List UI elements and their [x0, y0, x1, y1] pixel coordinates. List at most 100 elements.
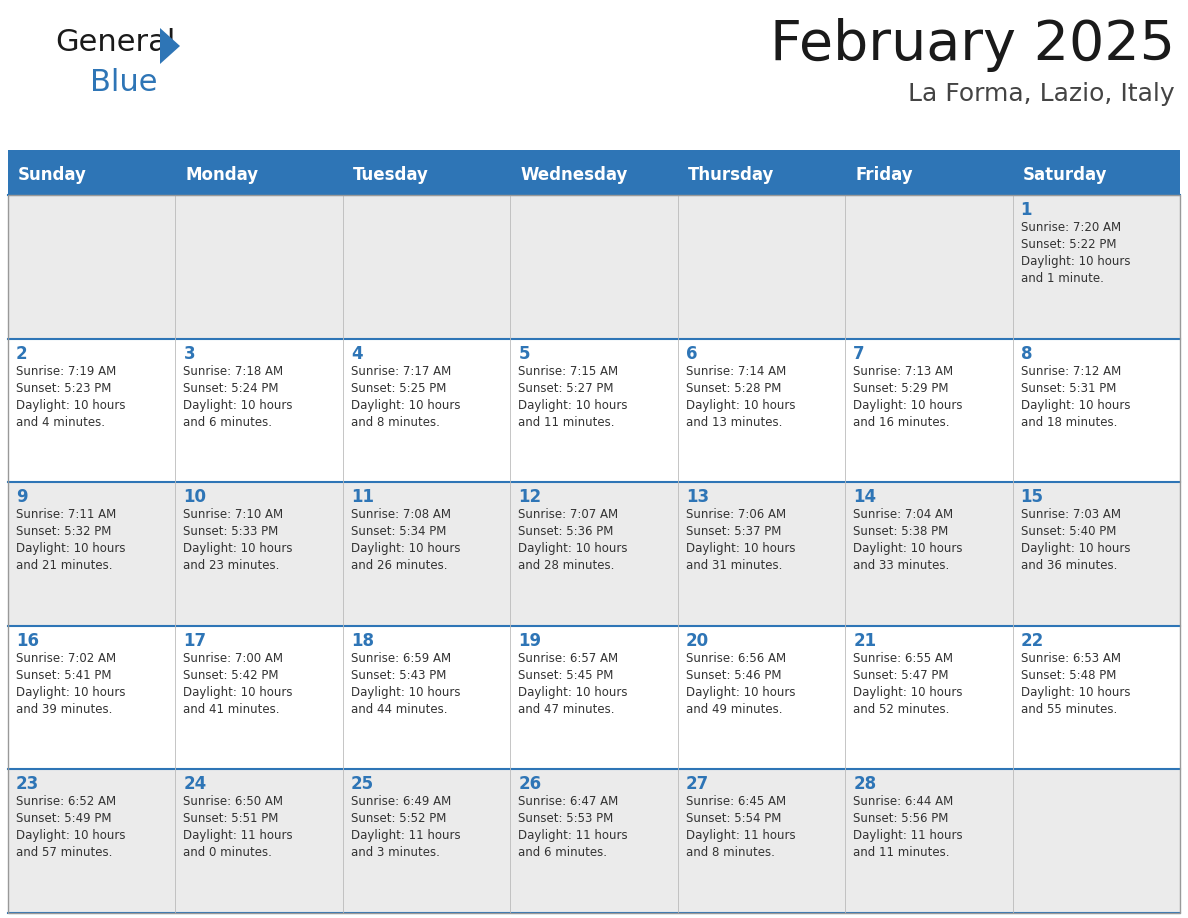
Bar [511, 195, 677, 339]
Bar [176, 769, 343, 913]
Bar [845, 626, 1012, 769]
Text: 19: 19 [518, 632, 542, 650]
Text: 18: 18 [350, 632, 374, 650]
Text: Sunset: 5:53 PM: Sunset: 5:53 PM [518, 812, 613, 825]
Text: Sunset: 5:49 PM: Sunset: 5:49 PM [15, 812, 112, 825]
Text: 3: 3 [183, 344, 195, 363]
Bar [8, 195, 176, 339]
Text: Sunset: 5:52 PM: Sunset: 5:52 PM [350, 812, 447, 825]
Text: Daylight: 10 hours: Daylight: 10 hours [518, 543, 627, 555]
Text: 12: 12 [518, 488, 542, 506]
Text: 24: 24 [183, 776, 207, 793]
Text: Sunset: 5:45 PM: Sunset: 5:45 PM [518, 669, 614, 682]
Text: Daylight: 10 hours: Daylight: 10 hours [853, 543, 962, 555]
Text: Tuesday: Tuesday [353, 166, 429, 184]
Text: 13: 13 [685, 488, 709, 506]
Text: Sunrise: 6:50 AM: Sunrise: 6:50 AM [183, 795, 284, 809]
Text: Daylight: 10 hours: Daylight: 10 hours [183, 686, 293, 699]
Text: Thursday: Thursday [688, 166, 775, 184]
Bar [8, 769, 176, 913]
Text: Sunset: 5:38 PM: Sunset: 5:38 PM [853, 525, 948, 538]
Text: Daylight: 10 hours: Daylight: 10 hours [853, 398, 962, 411]
Text: Monday: Monday [185, 166, 259, 184]
Text: Sunrise: 7:12 AM: Sunrise: 7:12 AM [1020, 364, 1120, 377]
Text: Daylight: 10 hours: Daylight: 10 hours [853, 686, 962, 699]
Text: and 11 minutes.: and 11 minutes. [518, 416, 614, 429]
Text: Sunset: 5:34 PM: Sunset: 5:34 PM [350, 525, 447, 538]
Text: Sunrise: 7:03 AM: Sunrise: 7:03 AM [1020, 509, 1120, 521]
Bar [511, 339, 677, 482]
Text: Daylight: 10 hours: Daylight: 10 hours [1020, 686, 1130, 699]
Text: and 47 minutes.: and 47 minutes. [518, 703, 614, 716]
Text: Sunset: 5:31 PM: Sunset: 5:31 PM [1020, 382, 1116, 395]
Bar [8, 482, 176, 626]
Text: Daylight: 10 hours: Daylight: 10 hours [350, 543, 461, 555]
Bar [343, 769, 511, 913]
Text: Sunset: 5:46 PM: Sunset: 5:46 PM [685, 669, 782, 682]
Bar [677, 339, 845, 482]
Bar [1012, 339, 1180, 482]
Bar [8, 339, 176, 482]
Text: 1: 1 [1020, 201, 1032, 219]
Text: and 23 minutes.: and 23 minutes. [183, 559, 280, 572]
Text: Sunset: 5:24 PM: Sunset: 5:24 PM [183, 382, 279, 395]
Text: and 55 minutes.: and 55 minutes. [1020, 703, 1117, 716]
Bar [176, 482, 343, 626]
Text: Daylight: 10 hours: Daylight: 10 hours [350, 398, 461, 411]
Bar [1012, 626, 1180, 769]
Bar [511, 769, 677, 913]
Text: and 57 minutes.: and 57 minutes. [15, 846, 113, 859]
Bar [176, 339, 343, 482]
Bar [176, 195, 343, 339]
Text: Sunrise: 7:02 AM: Sunrise: 7:02 AM [15, 652, 116, 665]
Text: and 49 minutes.: and 49 minutes. [685, 703, 782, 716]
Text: Sunrise: 7:17 AM: Sunrise: 7:17 AM [350, 364, 451, 377]
Text: and 8 minutes.: and 8 minutes. [350, 416, 440, 429]
Text: and 36 minutes.: and 36 minutes. [1020, 559, 1117, 572]
Bar [677, 482, 845, 626]
Text: and 6 minutes.: and 6 minutes. [518, 846, 607, 859]
Text: Sunrise: 6:52 AM: Sunrise: 6:52 AM [15, 795, 116, 809]
Bar [677, 769, 845, 913]
Text: Sunrise: 6:45 AM: Sunrise: 6:45 AM [685, 795, 785, 809]
Text: 8: 8 [1020, 344, 1032, 363]
Text: Daylight: 11 hours: Daylight: 11 hours [183, 829, 293, 843]
Text: and 3 minutes.: and 3 minutes. [350, 846, 440, 859]
Text: Daylight: 10 hours: Daylight: 10 hours [518, 686, 627, 699]
Text: Sunrise: 7:11 AM: Sunrise: 7:11 AM [15, 509, 116, 521]
Text: and 44 minutes.: and 44 minutes. [350, 703, 448, 716]
Text: Daylight: 11 hours: Daylight: 11 hours [853, 829, 962, 843]
Text: Sunset: 5:25 PM: Sunset: 5:25 PM [350, 382, 447, 395]
Text: Daylight: 10 hours: Daylight: 10 hours [15, 398, 126, 411]
Polygon shape [160, 28, 181, 64]
Text: Daylight: 10 hours: Daylight: 10 hours [1020, 255, 1130, 268]
Text: Sunset: 5:43 PM: Sunset: 5:43 PM [350, 669, 447, 682]
Text: Sunset: 5:51 PM: Sunset: 5:51 PM [183, 812, 279, 825]
Text: 2: 2 [15, 344, 27, 363]
Text: 28: 28 [853, 776, 877, 793]
Bar [343, 195, 511, 339]
Text: 11: 11 [350, 488, 374, 506]
Text: Sunrise: 6:55 AM: Sunrise: 6:55 AM [853, 652, 953, 665]
Text: 21: 21 [853, 632, 877, 650]
Text: and 39 minutes.: and 39 minutes. [15, 703, 113, 716]
Text: and 0 minutes.: and 0 minutes. [183, 846, 272, 859]
Text: Sunrise: 7:06 AM: Sunrise: 7:06 AM [685, 509, 785, 521]
Text: Daylight: 10 hours: Daylight: 10 hours [15, 686, 126, 699]
Text: Daylight: 10 hours: Daylight: 10 hours [15, 543, 126, 555]
Text: and 33 minutes.: and 33 minutes. [853, 559, 949, 572]
Text: Sunrise: 7:19 AM: Sunrise: 7:19 AM [15, 364, 116, 377]
Text: Sunrise: 7:00 AM: Sunrise: 7:00 AM [183, 652, 284, 665]
Text: 17: 17 [183, 632, 207, 650]
Text: Daylight: 10 hours: Daylight: 10 hours [350, 686, 461, 699]
Text: Daylight: 11 hours: Daylight: 11 hours [350, 829, 461, 843]
Text: Sunset: 5:41 PM: Sunset: 5:41 PM [15, 669, 112, 682]
Text: Sunday: Sunday [18, 166, 87, 184]
Text: Sunrise: 7:18 AM: Sunrise: 7:18 AM [183, 364, 284, 377]
Text: Wednesday: Wednesday [520, 166, 627, 184]
Text: and 26 minutes.: and 26 minutes. [350, 559, 448, 572]
Text: and 28 minutes.: and 28 minutes. [518, 559, 614, 572]
Text: General: General [55, 28, 176, 57]
Text: 22: 22 [1020, 632, 1044, 650]
Text: Sunset: 5:33 PM: Sunset: 5:33 PM [183, 525, 279, 538]
